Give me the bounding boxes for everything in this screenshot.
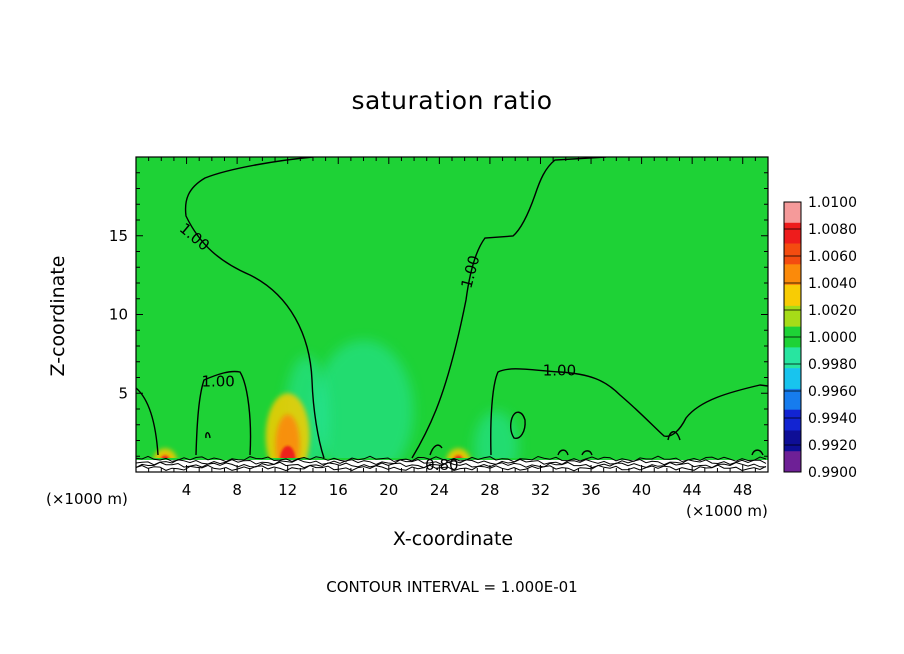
x-tick-label: 8 bbox=[232, 481, 242, 499]
x-tick-label: 28 bbox=[480, 481, 499, 499]
x-axis-label: X-coordinate bbox=[0, 528, 904, 550]
colorbar-label: 1.0040 bbox=[808, 276, 857, 292]
colorbar-label: 1.0020 bbox=[808, 303, 857, 319]
contour-isoline bbox=[184, 157, 325, 459]
x-tick-label: 4 bbox=[182, 481, 192, 499]
colorbar-swatch bbox=[784, 409, 801, 431]
x-tick-label: 44 bbox=[683, 481, 702, 499]
colorbar-label: 0.9920 bbox=[808, 438, 857, 454]
colorbar-swatch bbox=[784, 202, 801, 224]
x-tick-label: 32 bbox=[531, 481, 550, 499]
x-unit-label-right: (×1000 m) bbox=[686, 502, 768, 520]
y-tick-label: 10 bbox=[109, 306, 128, 324]
subsaturated-plume bbox=[313, 340, 414, 472]
contour-label: 1.00 bbox=[543, 362, 576, 380]
chart-title: saturation ratio bbox=[351, 86, 553, 115]
contour-isoline bbox=[751, 449, 764, 456]
colorbar-swatch bbox=[784, 347, 801, 369]
contour-isoline bbox=[490, 368, 768, 456]
x-tick-label: 20 bbox=[379, 481, 398, 499]
contour-interval-note: CONTOUR INTERVAL = 1.000E-01 bbox=[326, 578, 578, 596]
subsaturated-plume bbox=[474, 411, 519, 472]
colorbar-swatch bbox=[784, 368, 801, 390]
surface-subsaturated-band bbox=[136, 460, 768, 472]
x-unit-label-left: (×1000 m) bbox=[46, 490, 128, 508]
contour-label: 0.80 bbox=[425, 456, 458, 474]
colorbar-label: 0.9900 bbox=[808, 465, 857, 481]
colorbar-swatch bbox=[784, 222, 801, 244]
contour-isoline bbox=[195, 370, 252, 456]
colorbar-label: 0.9940 bbox=[808, 411, 857, 427]
surface-contour bbox=[136, 464, 767, 472]
colorbar-swatch bbox=[784, 388, 801, 410]
contour-label: 1.00 bbox=[201, 373, 234, 391]
surface-contour bbox=[136, 455, 767, 463]
colorbar-swatch bbox=[784, 430, 801, 452]
x-tick-label: 16 bbox=[329, 481, 348, 499]
field-background bbox=[136, 157, 768, 472]
colorbar-swatch bbox=[784, 285, 801, 307]
y-tick-label: 5 bbox=[118, 384, 128, 402]
contour-isoline bbox=[581, 450, 593, 456]
x-axis-label-text: X-coordinate bbox=[392, 528, 514, 550]
colorbar: 1.0100 1.0080 1.0060 1.0040 1.0020 1.0000 0.99… bbox=[783, 195, 857, 481]
colorbar-swatch bbox=[784, 243, 801, 265]
x-tick-label: 36 bbox=[581, 481, 600, 499]
contour-isoline bbox=[411, 157, 607, 459]
saturation-field bbox=[136, 157, 768, 472]
colorbar-label: 1.0080 bbox=[808, 222, 857, 238]
x-tick-label: 24 bbox=[430, 481, 449, 499]
x-tick-label: 48 bbox=[733, 481, 752, 499]
contour-isoline bbox=[667, 431, 681, 441]
x-tick-label: 40 bbox=[632, 481, 651, 499]
colorbar-label: 0.9980 bbox=[808, 357, 857, 373]
surface-contour bbox=[136, 461, 767, 469]
colorbar-label: 1.0060 bbox=[808, 249, 857, 265]
contour-isoline bbox=[136, 387, 159, 456]
colorbar-label: 1.0000 bbox=[808, 330, 857, 346]
contour-isoline bbox=[205, 432, 211, 439]
contour-isoline bbox=[429, 444, 443, 456]
colorbar-swatch bbox=[784, 305, 801, 327]
colorbar-swatch bbox=[784, 451, 801, 473]
y-tick-label: 15 bbox=[109, 227, 128, 245]
colorbar-label: 1.0100 bbox=[808, 195, 857, 211]
contour-lines bbox=[136, 157, 768, 472]
colorbar-swatch bbox=[784, 264, 801, 286]
colorbar-label: 0.9960 bbox=[808, 384, 857, 400]
x-tick-label: 12 bbox=[278, 481, 297, 499]
contour-isoline bbox=[557, 449, 569, 456]
contour-isoline bbox=[509, 411, 526, 439]
